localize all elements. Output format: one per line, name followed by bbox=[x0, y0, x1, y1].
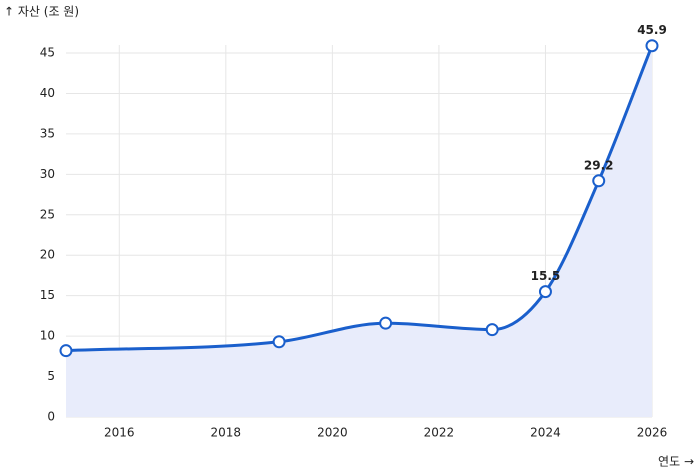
y-tick-label: 10 bbox=[40, 329, 55, 343]
y-tick-label: 5 bbox=[47, 369, 55, 383]
x-tick-label: 2024 bbox=[530, 426, 561, 440]
area bbox=[66, 45, 652, 417]
data-label: 45.9 bbox=[637, 23, 667, 37]
x-tick-label: 2022 bbox=[424, 426, 455, 440]
data-label: 29.2 bbox=[584, 158, 614, 172]
y-tick-label: 40 bbox=[40, 86, 55, 100]
data-label: 15.5 bbox=[531, 269, 561, 283]
x-tick-label: 2016 bbox=[104, 426, 135, 440]
point bbox=[272, 335, 286, 349]
x-tick-label: 2018 bbox=[211, 426, 242, 440]
y-tick-label: 0 bbox=[47, 410, 55, 424]
point bbox=[538, 285, 552, 299]
y-tick-label: 30 bbox=[40, 167, 55, 181]
y-axis-label: ↑ 자산 (조 원) bbox=[4, 5, 79, 19]
x-tick-label: 2020 bbox=[317, 426, 348, 440]
x-tick-label: 2026 bbox=[637, 426, 668, 440]
point bbox=[59, 344, 73, 358]
y-tick-label: 35 bbox=[40, 126, 55, 140]
x-axis-label: 연도 → bbox=[658, 455, 694, 469]
point bbox=[379, 316, 393, 330]
y-tick-label: 45 bbox=[40, 46, 55, 60]
y-tick-label: 15 bbox=[40, 288, 55, 302]
y-tick-label: 25 bbox=[40, 207, 55, 221]
point bbox=[485, 323, 499, 337]
point bbox=[592, 174, 606, 188]
y-tick-label: 20 bbox=[40, 248, 55, 262]
point bbox=[645, 39, 659, 53]
